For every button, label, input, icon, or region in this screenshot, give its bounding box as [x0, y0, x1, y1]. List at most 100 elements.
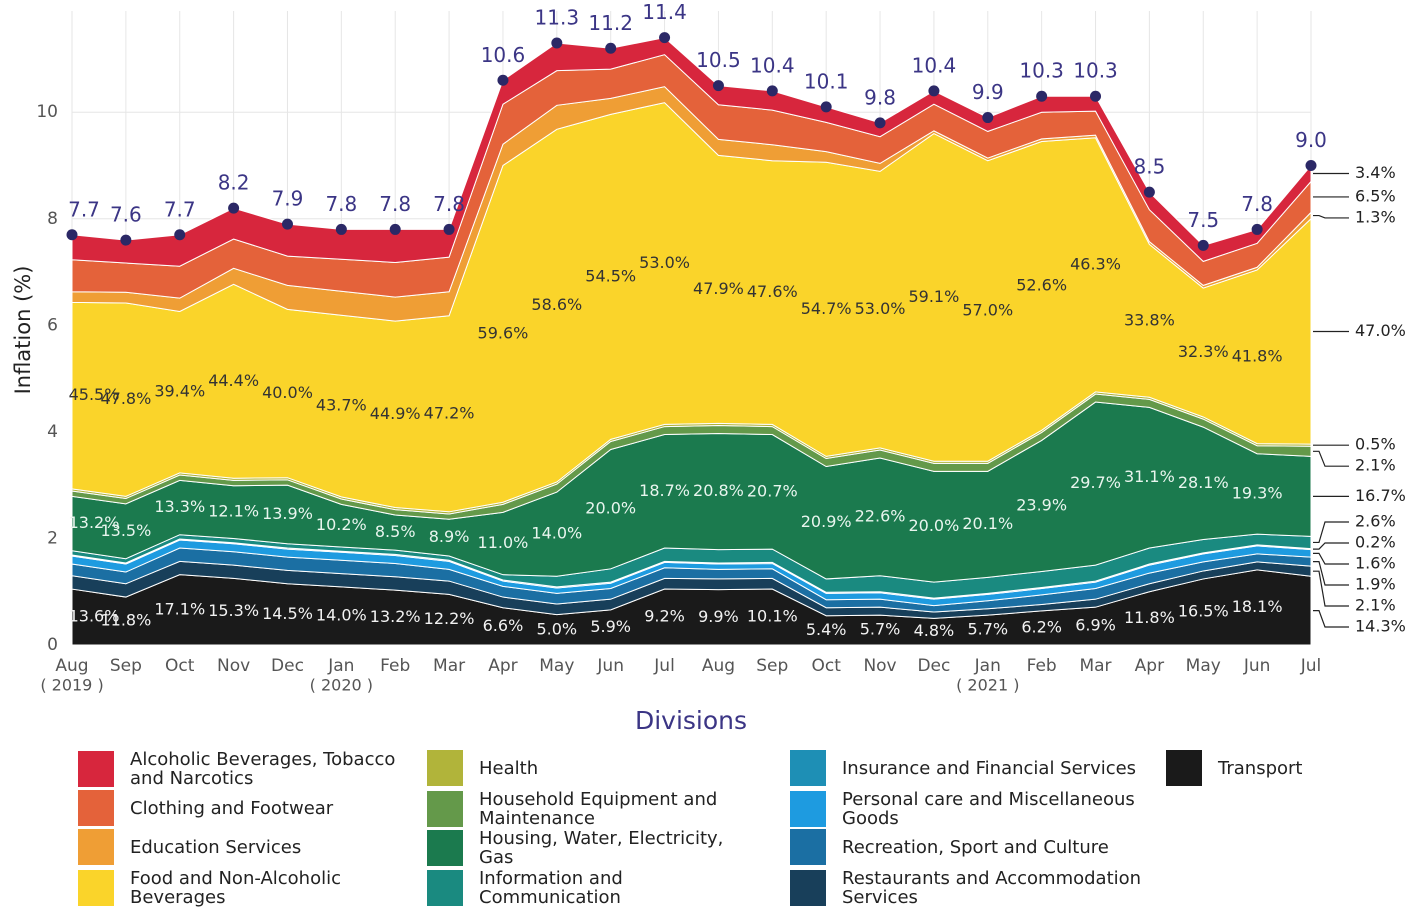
share-label: 6.6% [483, 616, 524, 635]
share-label: 47.6% [747, 282, 798, 301]
x-tick-label: Jul [653, 656, 675, 676]
total-dot [120, 234, 132, 246]
total-label: 11.4 [642, 0, 687, 24]
share-label: 20.8% [693, 481, 744, 500]
share-label: 10.1% [747, 607, 798, 626]
share-label: 40.0% [262, 383, 313, 402]
total-label: 9.0 [1295, 128, 1327, 152]
total-label: 10.4 [750, 53, 795, 77]
total-label: 8.2 [218, 171, 250, 195]
share-label: 13.9% [262, 504, 313, 523]
total-dot [982, 112, 994, 124]
x-tick-label: Mar [433, 656, 465, 676]
x-tick-label: Nov [863, 656, 896, 676]
share-label: 47.8% [100, 389, 151, 408]
share-label: 46.3% [1070, 254, 1121, 273]
share-label: 57.0% [962, 300, 1013, 319]
y-tick-label: 0 [47, 635, 58, 655]
x-tick-label: Dec [917, 656, 950, 676]
share-label: 43.7% [316, 396, 367, 415]
share-label: 47.2% [424, 403, 475, 422]
share-label: 5.0% [536, 619, 577, 638]
x-tick-label: Jul [1300, 656, 1322, 676]
x-tick-label: Oct [165, 656, 195, 676]
share-label: 12.1% [208, 502, 259, 521]
share-label: 11.0% [478, 533, 529, 552]
share-label: 53.0% [639, 253, 690, 272]
x-tick-label: Aug [55, 656, 88, 676]
total-label: 11.3 [535, 5, 580, 29]
x-year-label: ( 2021 ) [956, 676, 1019, 695]
share-label: 41.8% [1232, 346, 1283, 365]
x-tick-label: May [539, 656, 574, 676]
total-dot [1251, 223, 1263, 235]
leader-line [1313, 521, 1349, 544]
x-tick-label: Oct [811, 656, 841, 676]
leader-line [1313, 570, 1349, 607]
total-label: 10.5 [696, 48, 741, 72]
total-dot [874, 117, 886, 129]
x-tick-label: Jun [1243, 656, 1271, 676]
x-tick-label: Sep [756, 656, 788, 676]
share-label: 5.7% [967, 620, 1008, 639]
x-tick-label: Aug [702, 656, 735, 676]
end-label: 1.6% [1355, 554, 1396, 573]
share-label: 54.5% [585, 266, 636, 285]
end-label: 2.6% [1355, 512, 1396, 531]
total-dot [1036, 90, 1048, 102]
leader-line [1313, 542, 1349, 550]
x-tick-label: Dec [271, 656, 304, 676]
share-label: 23.9% [1016, 495, 1067, 514]
end-label: 3.4% [1355, 163, 1396, 182]
y-tick-label: 4 [47, 422, 58, 442]
total-label: 10.3 [1019, 59, 1064, 83]
y-tick-label: 8 [47, 209, 58, 229]
share-label: 13.3% [154, 497, 205, 516]
total-label: 10.4 [912, 53, 957, 77]
share-label: 6.9% [1075, 616, 1116, 635]
total-dot [443, 223, 455, 235]
share-label: 10.2% [316, 515, 367, 534]
share-label: 16.5% [1178, 601, 1229, 620]
total-label: 7.8 [379, 192, 411, 216]
share-label: 14.5% [262, 604, 313, 623]
share-label: 29.7% [1070, 473, 1121, 492]
x-tick-label: Jan [974, 656, 1001, 676]
end-label: 0.2% [1355, 533, 1396, 552]
total-label: 7.8 [325, 192, 357, 216]
share-label: 39.4% [154, 382, 205, 401]
share-label: 53.0% [855, 299, 906, 318]
total-dot [659, 32, 671, 44]
end-label: 14.3% [1355, 617, 1406, 636]
total-dot [174, 229, 186, 241]
total-dot [1143, 186, 1155, 198]
x-tick-label: Feb [380, 656, 410, 676]
x-tick-label: Sep [110, 656, 142, 676]
share-label: 58.6% [531, 295, 582, 314]
share-label: 13.5% [100, 521, 151, 540]
total-dot [228, 202, 240, 214]
share-label: 59.1% [908, 287, 959, 306]
total-dot [928, 85, 940, 97]
total-label: 9.9 [972, 80, 1004, 104]
total-dot [281, 218, 293, 230]
total-label: 9.8 [864, 85, 896, 109]
share-label: 9.9% [698, 607, 739, 626]
share-label: 14.0% [316, 605, 367, 624]
end-label: 0.5% [1355, 435, 1396, 454]
share-label: 20.7% [747, 481, 798, 500]
end-label: 2.1% [1355, 596, 1396, 615]
total-label: 7.5 [1187, 208, 1219, 232]
total-label: 7.9 [272, 187, 304, 211]
share-label: 20.0% [908, 516, 959, 535]
share-label: 32.3% [1178, 342, 1229, 361]
y-tick-label: 2 [47, 528, 58, 548]
share-label: 11.8% [1124, 608, 1175, 627]
share-label: 5.9% [590, 617, 631, 636]
x-tick-label: May [1186, 656, 1221, 676]
total-label: 11.2 [588, 11, 633, 35]
share-label: 15.3% [208, 601, 259, 620]
share-label: 20.9% [801, 512, 852, 531]
